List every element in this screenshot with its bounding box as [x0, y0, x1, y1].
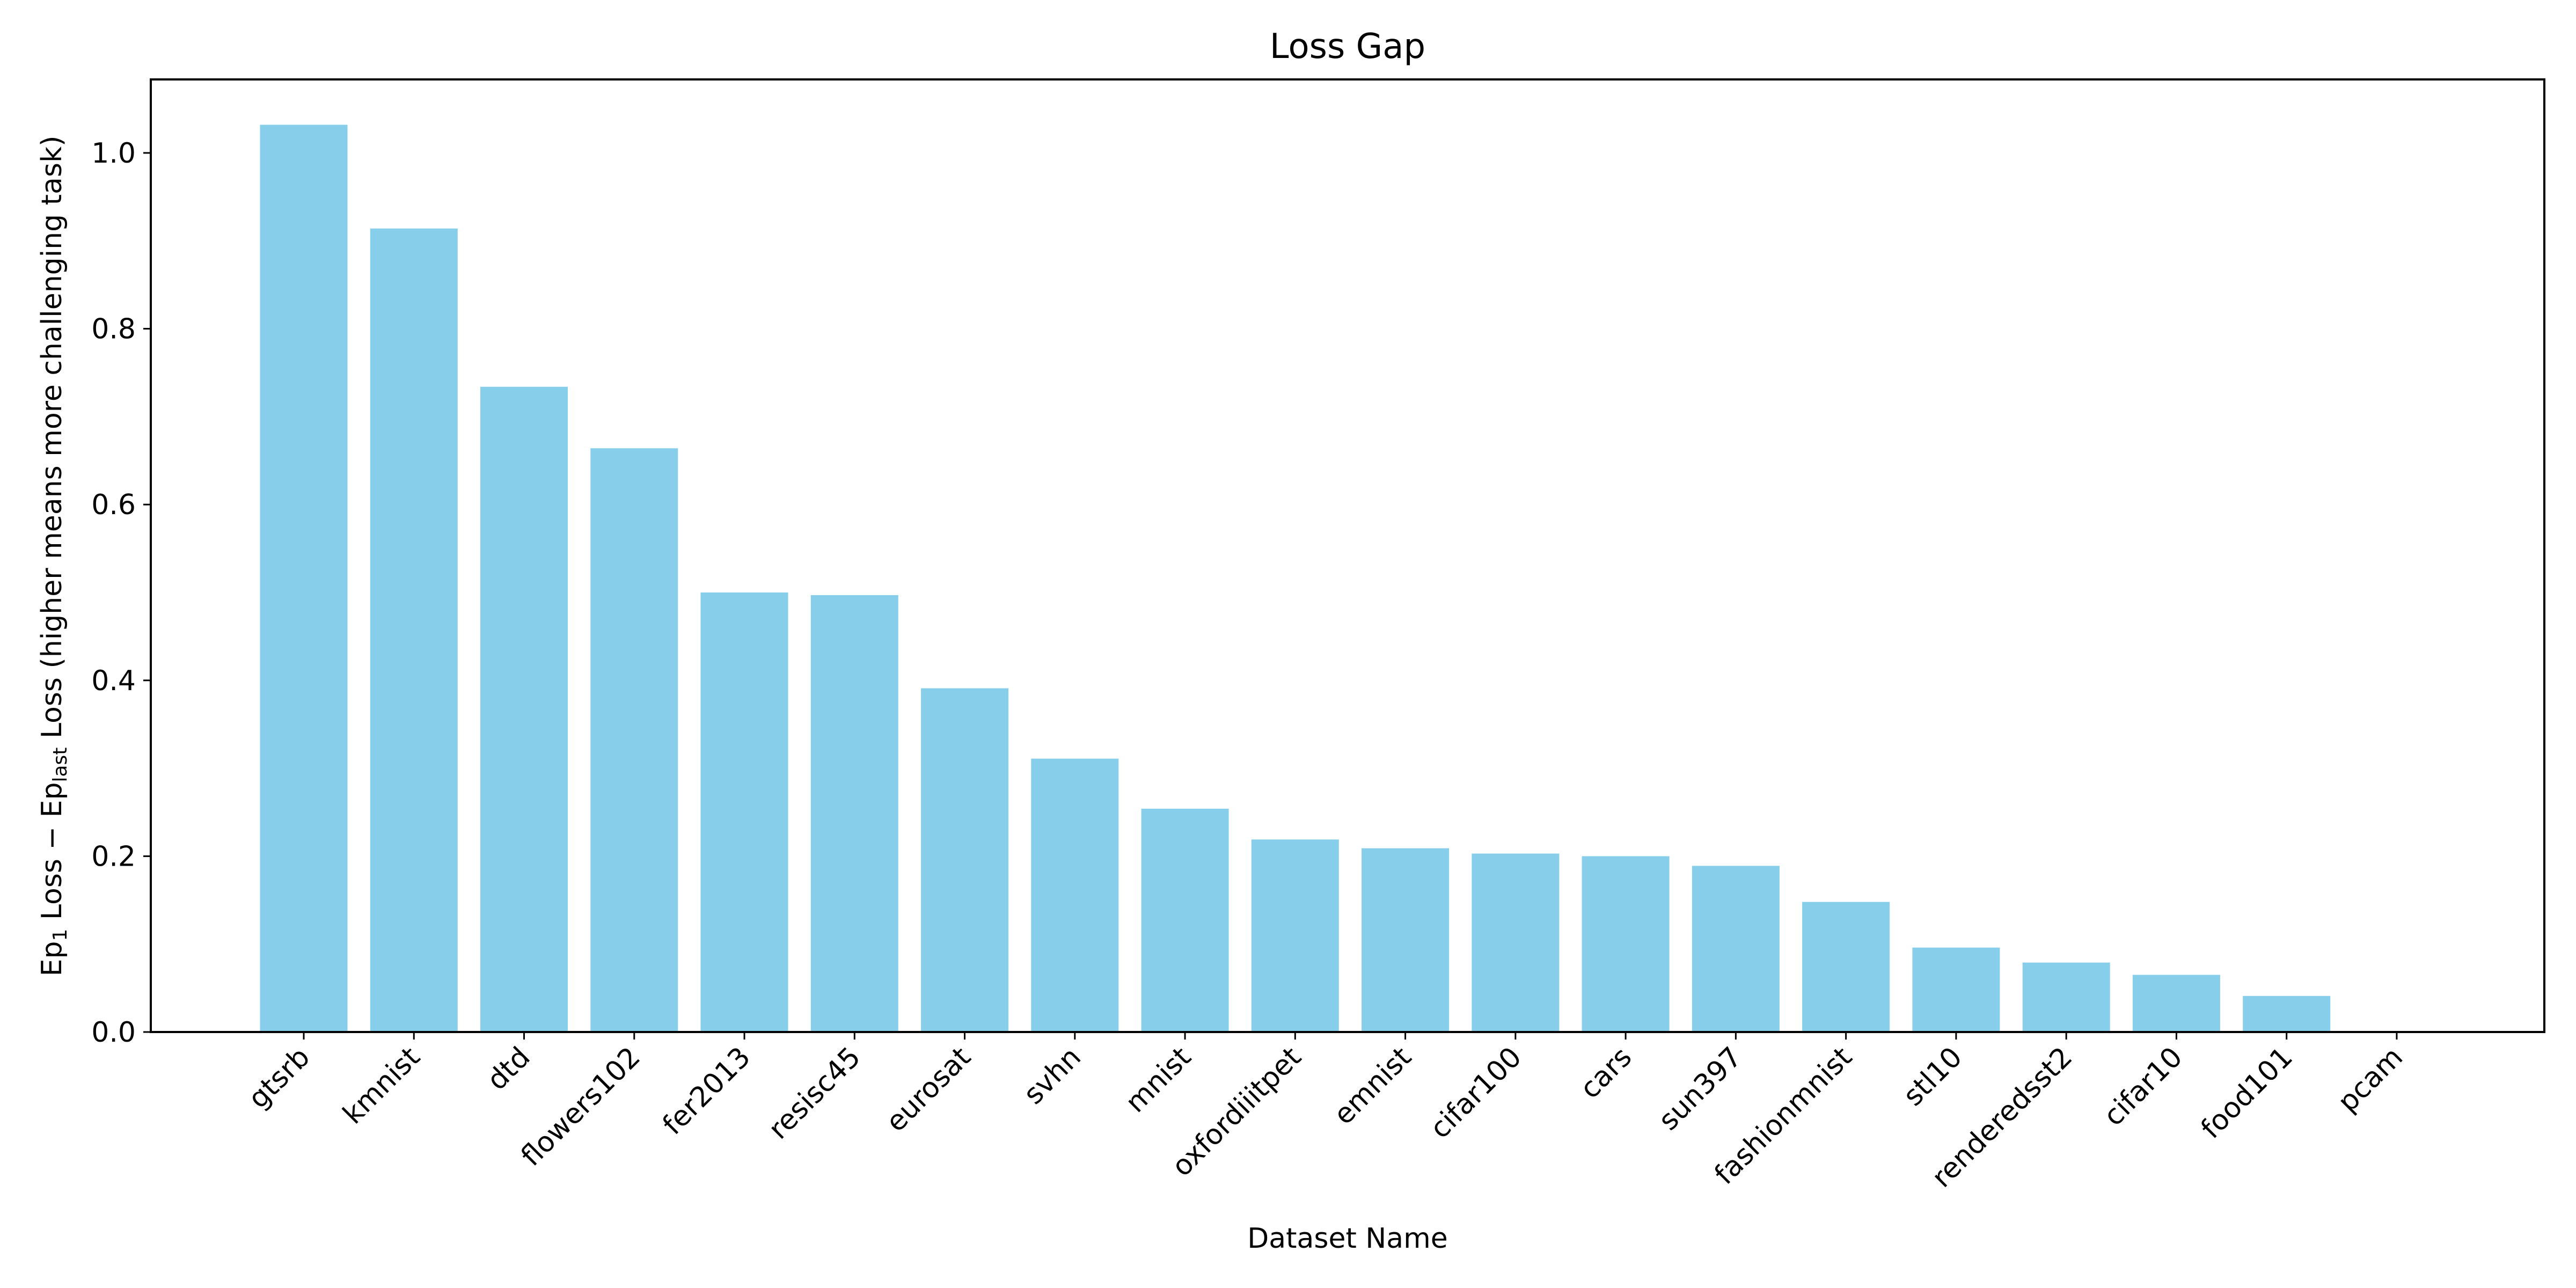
y-ticks-group: 0.0 0.2 0.4 0.6 0.8 1.0 — [91, 137, 151, 1049]
bar-dtd — [480, 386, 568, 1033]
bar-cifar10 — [2132, 975, 2220, 1032]
bar-gtsrb — [260, 125, 348, 1032]
bars-group — [260, 125, 2331, 1033]
bar-food101 — [2243, 996, 2331, 1032]
bar-kmnist — [370, 228, 458, 1032]
y-label-suffix: Loss (higher means more challenging task… — [36, 136, 68, 748]
x-axis-label: Dataset Name — [1247, 1223, 1448, 1255]
bar-oxfordiiitpet — [1251, 839, 1339, 1032]
y-tick-label: 0.0 — [91, 1016, 136, 1049]
y-label-sub1: 1 — [49, 929, 71, 941]
y-tick-label: 0.2 — [91, 840, 136, 873]
y-label-prefix: Ep — [36, 941, 68, 976]
bar-cars — [1582, 856, 1670, 1032]
plot-frame — [150, 78, 2545, 1033]
y-tick-label: 0.4 — [91, 665, 136, 697]
bar-mnist — [1141, 808, 1229, 1032]
bar-eurosat — [921, 688, 1009, 1032]
bar-sun397 — [1692, 866, 1780, 1032]
bar-resisc45 — [810, 595, 898, 1032]
y-label-sub2: last — [49, 748, 71, 782]
bar-fashionmnist — [1802, 902, 1890, 1032]
bar-cifar100 — [1472, 853, 1560, 1032]
bar-svhn — [1031, 758, 1119, 1032]
bar-stl10 — [1912, 947, 2000, 1032]
y-tick-label: 1.0 — [91, 137, 136, 170]
y-tick-label: 0.8 — [91, 313, 136, 346]
bar-emnist — [1362, 848, 1450, 1032]
bar-fer2013 — [700, 592, 788, 1032]
y-label-mid: Loss − Ep — [36, 782, 68, 929]
y-axis-label: Ep1 Loss − Eplast Loss (higher means mor… — [36, 136, 71, 977]
bar-renderedsst2 — [2022, 962, 2110, 1032]
bar-flowers102 — [590, 448, 678, 1032]
y-tick-label: 0.6 — [91, 489, 136, 521]
chart-title: Loss Gap — [1270, 27, 1425, 67]
